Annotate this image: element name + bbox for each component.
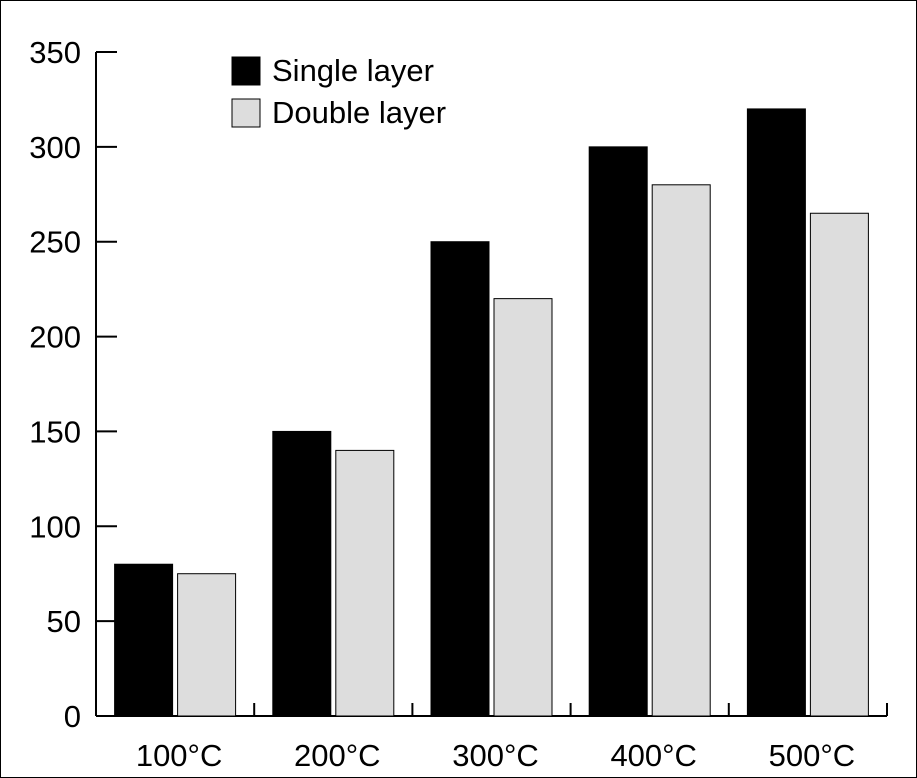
- bar-double-layer: [493, 298, 553, 717]
- y-tick-label: 250: [29, 225, 81, 260]
- y-tick-label: 150: [29, 414, 81, 449]
- x-tick-label: 300°C: [452, 738, 539, 773]
- y-tick-label: 0: [64, 699, 81, 734]
- bar-single-layer: [430, 241, 490, 717]
- bars: [114, 108, 869, 717]
- bar-double-layer: [651, 184, 711, 717]
- bar-double-layer: [177, 573, 237, 717]
- x-tick-label: 500°C: [769, 738, 856, 773]
- bar-single-layer: [588, 146, 648, 717]
- legend-swatch: [231, 56, 261, 86]
- y-tick-label: 50: [47, 604, 81, 639]
- legend: Single layer Double layer: [231, 53, 446, 130]
- y-tick-label: 350: [29, 35, 81, 70]
- bar-single-layer: [114, 563, 174, 717]
- legend-swatch: [231, 98, 261, 128]
- axes: 0 50 100 150 200 250 300 350 100°C 200°C 300°C 400°…: [29, 35, 888, 773]
- x-tick-label: 200°C: [294, 738, 381, 773]
- bar-double-layer: [335, 449, 395, 717]
- legend-label: Double layer: [272, 95, 446, 130]
- bar-single-layer: [272, 430, 332, 717]
- bar-single-layer: [746, 108, 806, 717]
- y-tick-label: 100: [29, 509, 81, 544]
- y-tick-label: 200: [29, 320, 81, 355]
- bar-double-layer: [809, 212, 869, 717]
- legend-label: Single layer: [272, 53, 434, 88]
- x-tick-label: 100°C: [136, 738, 223, 773]
- x-tick-label: 400°C: [610, 738, 697, 773]
- y-tick-label: 300: [29, 130, 81, 165]
